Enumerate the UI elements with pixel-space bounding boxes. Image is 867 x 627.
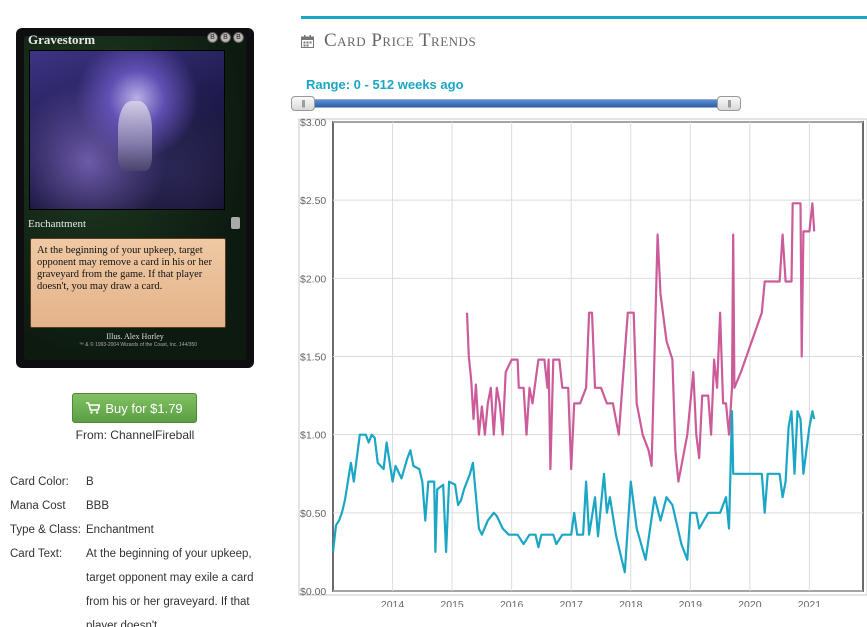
y-tick-label: $1.50 (300, 352, 326, 364)
y-tick-label: $0.00 (300, 586, 326, 598)
mana-symbol-icon: B (233, 32, 244, 43)
section-title: Card Price Trends (324, 30, 477, 51)
detail-row-type: Type & Class: Enchantment (10, 518, 280, 542)
x-tick-label: 2018 (619, 599, 643, 607)
slider-handle-start[interactable]: ||| (291, 96, 315, 111)
card-name: Gravestorm (28, 32, 96, 47)
x-tick-label: 2014 (381, 599, 405, 607)
detail-label: Card Color: (10, 476, 69, 488)
detail-row-color: Card Color: B (10, 470, 280, 494)
card-image: Gravestorm B B B Enchantment At the begi… (16, 28, 254, 368)
set-symbol-icon (231, 217, 240, 229)
detail-value: Enchantment (86, 524, 154, 536)
range-slider[interactable]: ||| ||| (291, 96, 741, 111)
x-tick-label: 2015 (440, 599, 464, 607)
buy-button[interactable]: Buy for $1.79 (72, 393, 197, 423)
card-type-line: Enchantment (28, 218, 87, 230)
y-tick-label: $2.00 (300, 273, 326, 285)
slider-handle-end[interactable]: ||| (717, 96, 741, 111)
card-art-figure (118, 101, 152, 171)
mana-symbol-icon: B (220, 32, 231, 43)
x-tick-label: 2019 (679, 599, 703, 607)
slider-selected-range (305, 100, 729, 107)
detail-row-mana-cost: Mana Cost BBB (10, 494, 280, 518)
detail-row-card-text: Card Text: At the beginning of your upke… (10, 542, 280, 627)
detail-value: BBB (86, 500, 110, 512)
card-mana-cost: B B B (207, 32, 244, 43)
detail-label: Mana Cost (10, 500, 66, 512)
y-tick-label: $1.00 (300, 430, 326, 442)
y-tick-label: $0.50 (300, 508, 326, 520)
card-rules-text: At the beginning of your upkeep, target … (30, 238, 226, 328)
shopping-cart-icon (86, 402, 101, 414)
section-header: Card Price Trends (301, 30, 476, 52)
x-tick-label: 2017 (560, 599, 584, 607)
card-details: Card Color: B Mana Cost BBB Type & Class… (10, 470, 280, 627)
y-tick-label: $3.00 (300, 117, 326, 129)
detail-label: Card Text: (10, 548, 63, 560)
x-tick-label: 2016 (500, 599, 524, 607)
buy-button-label: Buy for $1.79 (105, 400, 183, 416)
calendar-icon (301, 34, 314, 48)
card-art (29, 50, 225, 210)
range-label: Range: 0 - 512 weeks ago (306, 77, 464, 92)
x-tick-label: 2021 (798, 599, 822, 607)
price-chart-svg: $0.00 $0.50 $1.00 $1.50 $2.00 $2.50 $3.00 2014 2… (298, 117, 867, 607)
panel-top-border (301, 16, 867, 19)
mana-symbol-icon: B (207, 32, 218, 43)
price-series-line-1 (331, 410, 816, 574)
detail-value: B (86, 476, 94, 488)
x-tick-label: 2020 (738, 599, 762, 607)
card-illustrator: Illus. Alex Horley (106, 332, 164, 341)
vendor-line: From: ChannelFireball (75, 428, 195, 442)
card-copyright: ™ & © 1993-2004 Wizards of the Coast, In… (78, 342, 198, 348)
price-series-line-0 (465, 202, 816, 483)
y-tick-label: $2.50 (300, 195, 326, 207)
price-chart: $0.00 $0.50 $1.00 $1.50 $2.00 $2.50 $3.00 2014 2… (297, 117, 867, 627)
detail-value: At the beginning of your upkeep, target … (86, 548, 254, 627)
detail-label: Type & Class: (10, 524, 81, 536)
